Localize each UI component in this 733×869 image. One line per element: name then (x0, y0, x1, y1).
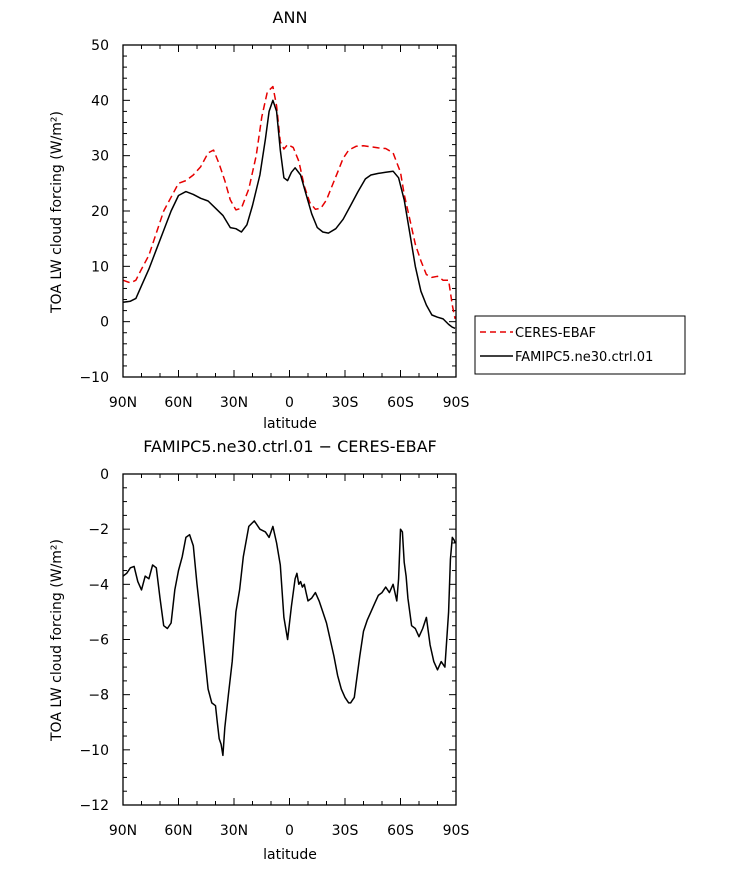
y-tick-label: −12 (79, 798, 109, 814)
x-tick-label: 30N (220, 823, 248, 839)
bottom-plot-frame (122, 473, 457, 806)
y-tick-label: 0 (100, 467, 109, 483)
bottom-x-tick-labels: 90N 60N 30N 0 30S 60S 90S (109, 823, 470, 839)
top-chart-title: ANN (273, 8, 308, 27)
x-tick-label: 60S (387, 395, 414, 411)
bottom-series-lines (122, 520, 456, 757)
bottom-axes-ticks (122, 473, 457, 806)
top-panel: ANN 90N 60N 30N 0 30S 60S 90S −10 0 10 20 30 40 50 l… (49, 8, 686, 432)
x-tick-label: 60N (164, 395, 192, 411)
x-tick-label: 90S (443, 823, 470, 839)
legend: CERES-EBAF FAMIPC5.ne30.ctrl.01 (474, 315, 686, 375)
y-tick-label: 30 (91, 149, 109, 165)
famipc5-ne30-ctrl-01-series-line (122, 99, 456, 329)
x-tick-label: 90N (109, 823, 137, 839)
top-x-axis-label: latitude (263, 416, 317, 432)
y-tick-label: −4 (88, 577, 109, 593)
y-tick-label: −6 (88, 633, 109, 649)
bottom-x-axis-label: latitude (263, 847, 317, 863)
y-tick-label: 0 (100, 315, 109, 331)
y-tick-label: −10 (79, 743, 109, 759)
bottom-y-axis-label: TOA LW cloud forcing (W/m²) (49, 539, 65, 742)
x-tick-label: 90N (109, 395, 137, 411)
x-tick-label: 30S (332, 823, 359, 839)
bottom-chart-title: FAMIPC5.ne30.ctrl.01 − CERES-EBAF (143, 437, 437, 456)
x-tick-label: 60S (387, 823, 414, 839)
legend-label-ceres: CERES-EBAF (515, 326, 596, 341)
x-tick-label: 0 (285, 395, 294, 411)
top-y-tick-labels: −10 0 10 20 30 40 50 (79, 38, 109, 386)
x-tick-label: 30S (332, 395, 359, 411)
bottom-y-tick-labels: −12 −10 −8 −6 −4 −2 0 (79, 467, 109, 814)
bottom-panel: FAMIPC5.ne30.ctrl.01 − CERES-EBAF 90N 60N… (49, 437, 469, 863)
y-tick-label: −10 (79, 370, 109, 386)
x-tick-label: 0 (285, 823, 294, 839)
top-x-tick-labels: 90N 60N 30N 0 30S 60S 90S (109, 395, 470, 411)
y-tick-label: 20 (91, 204, 109, 220)
difference-series-line (122, 520, 456, 757)
y-tick-label: −8 (88, 688, 109, 704)
legend-box (474, 315, 686, 375)
y-tick-label: 50 (91, 38, 109, 54)
y-tick-label: −2 (88, 522, 109, 538)
top-plot-frame (122, 44, 457, 378)
ceres-ebaf-series-line (122, 85, 456, 320)
y-tick-label: 40 (91, 93, 109, 109)
legend-label-famipc5: FAMIPC5.ne30.ctrl.01 (515, 350, 653, 365)
x-tick-label: 60N (164, 823, 192, 839)
y-tick-label: 10 (91, 259, 109, 275)
x-tick-label: 30N (220, 395, 248, 411)
top-series-lines (122, 85, 456, 329)
top-y-axis-label: TOA LW cloud forcing (W/m²) (49, 111, 65, 314)
x-tick-label: 90S (443, 395, 470, 411)
